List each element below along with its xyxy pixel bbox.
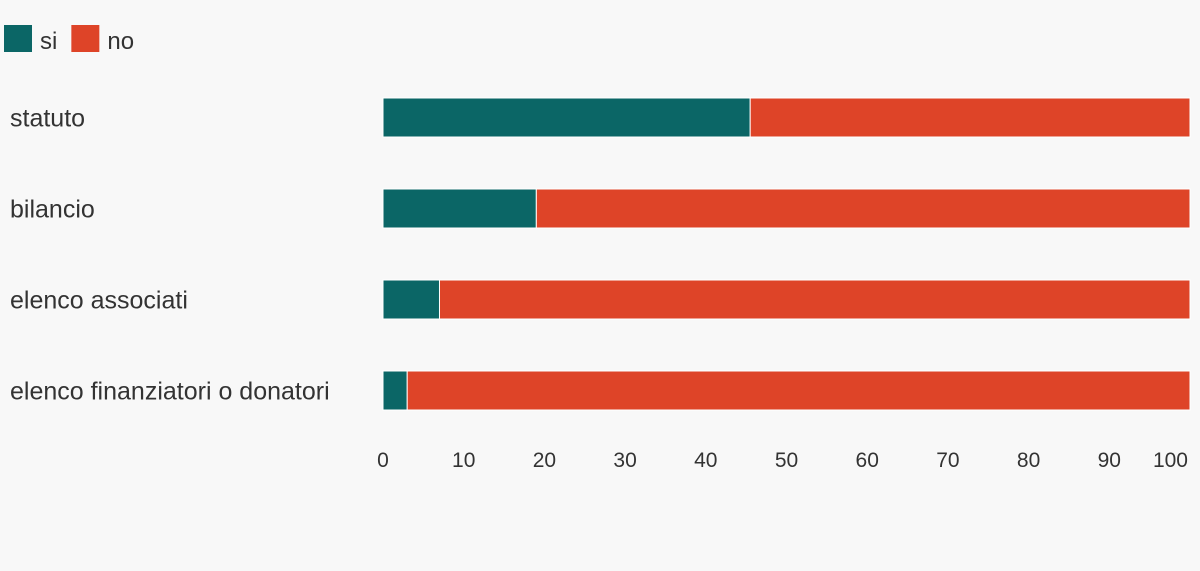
- x-tick-label: 90: [1098, 449, 1121, 472]
- category-labels: statuto bilancio elenco associati elenco fi…: [10, 105, 330, 406]
- x-tick-label: 80: [1017, 449, 1040, 472]
- bar-si: [382, 97, 751, 138]
- legend-label-si: si: [40, 28, 57, 55]
- legend-swatch-no: [71, 25, 100, 52]
- x-tick-label: 100: [1153, 449, 1188, 472]
- bar-si: [382, 279, 440, 320]
- bar-no: [438, 279, 1191, 320]
- bar-no: [749, 97, 1191, 138]
- x-tick-label: 30: [613, 449, 636, 472]
- category-label: elenco associati: [10, 287, 188, 315]
- x-tick-label: 60: [856, 449, 879, 472]
- bar-no: [406, 370, 1191, 411]
- bars: [382, 97, 1191, 411]
- x-tick-label: 10: [452, 449, 475, 472]
- x-tick-label: 20: [533, 449, 556, 472]
- x-tick-label: 40: [694, 449, 717, 472]
- category-label: statuto: [10, 105, 85, 133]
- bar-si: [382, 370, 408, 411]
- x-tick-label: 70: [936, 449, 959, 472]
- category-label: elenco finanziatori o donatori: [10, 378, 330, 406]
- category-label: bilancio: [10, 196, 95, 224]
- bar-si: [382, 188, 537, 229]
- x-axis: 0 10 20 30 40 50 60 70 80 90 100: [377, 449, 1188, 472]
- legend-swatch-si: [4, 25, 32, 52]
- bar-no: [535, 188, 1191, 229]
- legend: si no: [4, 25, 134, 55]
- legend-label-no: no: [107, 28, 134, 55]
- x-tick-label: 0: [377, 449, 389, 472]
- x-tick-label: 50: [775, 449, 798, 472]
